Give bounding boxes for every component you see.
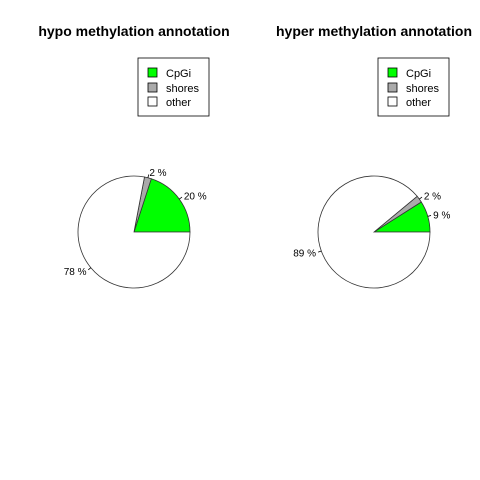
chart-panel-hyper: hyper methylation annotation CpGi shores… [276,23,472,289]
pie-label-hyper-shores: 2 % [424,191,441,202]
legend-label-hyper-cpgi: CpGi [406,68,431,80]
pie-leader-hypo-cpgi [179,196,183,200]
legend-swatch-hypo-shores [147,82,158,93]
pie-label-hypo-shores: 2 % [149,168,166,179]
legend-label-hyper-shores: shores [406,83,440,95]
pie-slice-hypo-other [77,175,191,289]
pie-leader-hypo-shores [147,174,150,178]
legend-label-hypo-other: other [166,97,191,109]
pie-leader-hypo-other [88,267,92,271]
pie-hyper: 9 % 2 % 89 % [293,175,450,289]
pie-leader-hyper-cpgi [427,215,432,217]
legend-swatch-hypo-cpgi [147,67,158,78]
legend-label-hypo-shores: shores [166,83,200,95]
chart-panel-hypo: hypo methylation annotation CpGi shores … [38,23,230,289]
pie-label-hyper-other: 89 % [293,248,316,259]
pie-leader-hyper-other [318,250,322,253]
pie-leader-hyper-shores [419,196,423,200]
legend-swatch-hyper-shores [387,82,398,93]
chart-title-hyper: hyper methylation annotation [276,23,472,39]
pie-hypo: 20 % 2 % 78 % [64,168,207,289]
legend-label-hyper-other: other [406,97,431,109]
legend-hypo: CpGi shores other [137,57,210,117]
legend-hyper: CpGi shores other [377,57,450,117]
legend-swatch-hypo-other [147,96,158,107]
legend-swatch-hyper-other [387,96,398,107]
pie-slice-hyper-other [317,175,431,289]
pie-label-hypo-cpgi: 20 % [184,191,207,202]
pie-label-hyper-cpgi: 9 % [433,210,450,221]
chart-title-hypo: hypo methylation annotation [38,23,229,39]
pie-label-hypo-other: 78 % [64,267,87,278]
legend-swatch-hyper-cpgi [387,67,398,78]
legend-label-hypo-cpgi: CpGi [166,68,191,80]
